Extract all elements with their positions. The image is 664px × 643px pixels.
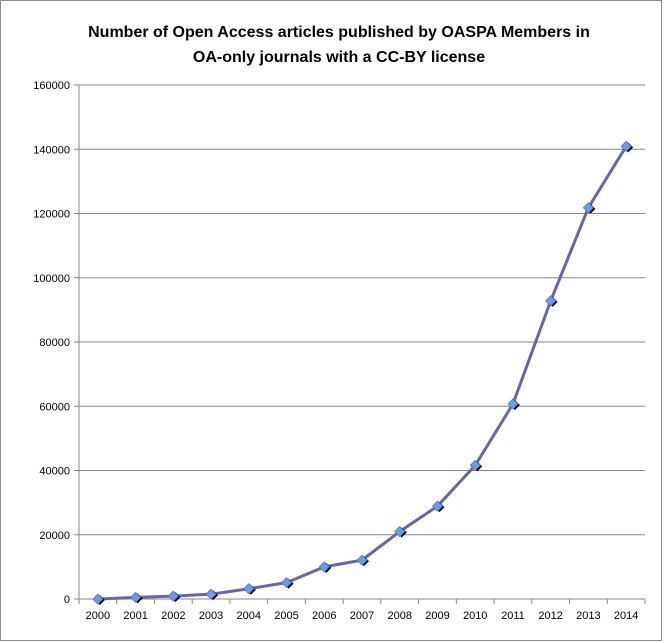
data-point-marker <box>130 591 142 603</box>
y-axis-tick-label: 40000 <box>39 466 70 478</box>
y-axis-tick-labels: 0 20000 40000 60000 80000 100000 120000 140000 1… <box>33 80 70 606</box>
data-point <box>205 588 219 601</box>
x-axis-tick-label: 2002 <box>161 610 185 622</box>
marker-group <box>92 140 634 605</box>
data-point-marker <box>205 588 217 600</box>
y-axis-tick-label: 20000 <box>39 530 70 542</box>
x-axis-tick-label: 2000 <box>86 610 110 622</box>
data-point <box>469 459 483 472</box>
chart-title-line-1: Number of Open Access articles published… <box>88 24 590 41</box>
x-axis-tick-label: 2014 <box>614 610 638 622</box>
data-point <box>280 577 294 589</box>
data-point-marker <box>507 398 519 410</box>
x-axis-tick-label: 2011 <box>501 610 525 622</box>
data-point-marker <box>356 554 368 566</box>
x-axis-tick-label: 2005 <box>274 610 298 622</box>
data-point-marker <box>92 593 104 605</box>
data-point <box>394 525 407 538</box>
data-point <box>167 590 181 603</box>
x-axis-tick-label: 2013 <box>576 610 600 622</box>
y-axis-tick-label: 80000 <box>39 337 70 349</box>
chart-title: Number of Open Access articles published… <box>88 24 590 66</box>
x-axis-tick-label: 2009 <box>425 610 449 622</box>
data-point-marker <box>318 561 330 573</box>
x-axis-tick-label: 2003 <box>199 610 223 622</box>
grid-lines <box>79 84 645 536</box>
data-point-marker <box>394 525 406 538</box>
x-axis-tick-label: 2008 <box>387 610 411 622</box>
data-point-marker <box>431 500 444 512</box>
data-point <box>92 593 105 605</box>
series-group <box>96 144 628 601</box>
y-axis-tick-label: 120000 <box>33 209 70 221</box>
data-point-marker <box>280 577 293 589</box>
x-axis-tick-label: 2010 <box>463 610 487 622</box>
data-point <box>582 202 596 214</box>
y-axis-tick-label: 160000 <box>33 80 70 92</box>
data-point <box>545 295 558 307</box>
data-point <box>243 583 256 595</box>
x-axis-tick-label: 2007 <box>350 610 374 622</box>
axes <box>74 84 646 604</box>
y-axis-tick-label: 60000 <box>39 401 70 413</box>
data-point-marker <box>620 140 632 152</box>
x-axis-tick-label: 2001 <box>123 610 147 622</box>
data-point-marker <box>167 590 179 602</box>
y-axis-tick-label: 140000 <box>33 144 70 156</box>
data-point <box>431 500 445 513</box>
x-axis-tick-label: 2006 <box>312 610 336 622</box>
x-axis-tick-label: 2004 <box>237 610 261 622</box>
data-point-marker <box>469 459 481 471</box>
data-point-marker <box>582 202 594 214</box>
data-point <box>130 591 143 604</box>
x-axis-tick-label: 2012 <box>538 610 562 622</box>
series-line <box>96 144 628 601</box>
data-point <box>620 140 634 153</box>
y-axis-tick-label: 100000 <box>33 273 70 285</box>
chart-title-line-2: OA-only journals with a CC-BY license <box>193 49 485 66</box>
data-point <box>507 398 520 411</box>
data-point-marker <box>243 583 255 595</box>
data-point <box>318 561 332 573</box>
x-axis-tick-labels: 2000 2001 2002 2003 2004 2005 2006 2007 2008 2009… <box>86 610 639 622</box>
data-point-marker <box>545 295 557 307</box>
data-point <box>356 554 369 567</box>
y-axis-tick-label: 0 <box>64 594 70 606</box>
